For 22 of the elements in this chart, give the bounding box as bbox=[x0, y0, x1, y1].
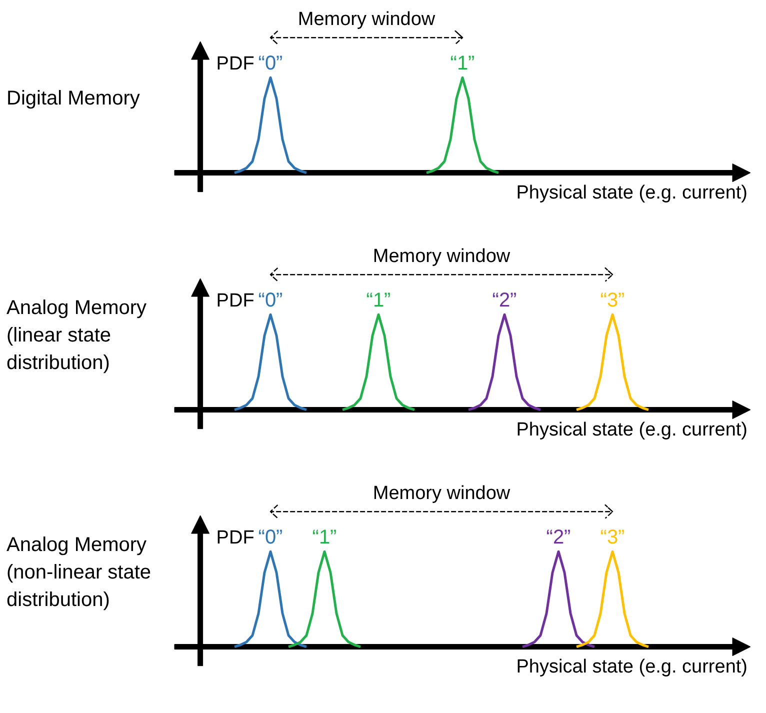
x-axis-title: Physical state (e.g. current) bbox=[516, 182, 748, 204]
series-label: “2” bbox=[492, 290, 517, 312]
text: Memory window bbox=[372, 483, 510, 504]
series-label: “0” bbox=[258, 290, 283, 312]
text: Analog Memory (non-linear state distribution) bbox=[6, 534, 152, 612]
text: Memory window bbox=[372, 246, 510, 268]
series-label: “0” bbox=[258, 526, 283, 549]
text: Memory window bbox=[298, 9, 436, 30]
x-axis-title: Physical state (e.g. current) bbox=[516, 419, 748, 440]
series-label: “1” bbox=[312, 526, 337, 549]
series-label: “1” bbox=[450, 52, 475, 75]
text: Digital Memory bbox=[6, 88, 140, 110]
series-label: “1” bbox=[366, 290, 391, 312]
series-label: “3” bbox=[600, 290, 625, 312]
y-axis-title: PDF bbox=[216, 290, 254, 312]
y-axis-title: PDF bbox=[216, 54, 254, 75]
text: Analog Memory (linear state distribution) bbox=[6, 297, 147, 374]
x-axis-title: Physical state (e.g. current) bbox=[516, 656, 748, 678]
series-label: “3” bbox=[600, 526, 625, 549]
y-axis-title: PDF bbox=[216, 528, 254, 549]
series-label: “2” bbox=[546, 526, 571, 549]
series-label: “0” bbox=[258, 52, 283, 75]
